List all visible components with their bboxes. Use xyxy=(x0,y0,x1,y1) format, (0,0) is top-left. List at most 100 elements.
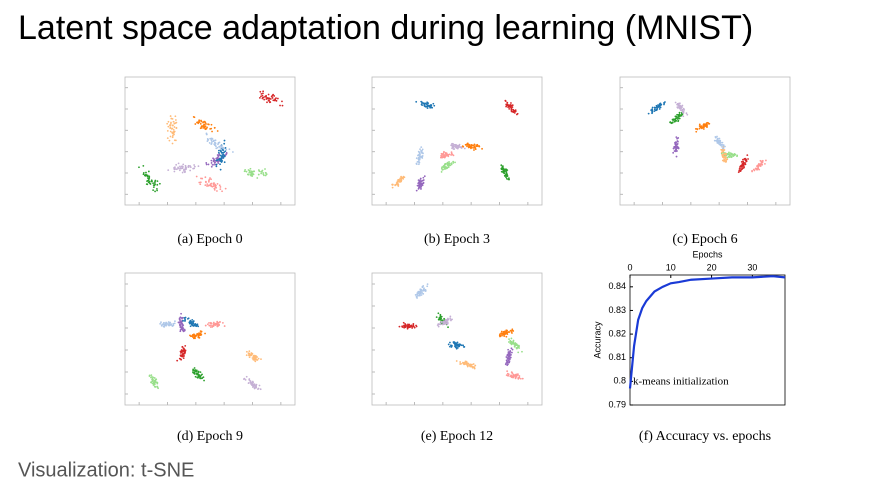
tsne-point xyxy=(204,332,206,335)
tsne-point xyxy=(415,163,418,166)
tsne-point xyxy=(162,325,165,328)
tsne-point xyxy=(682,111,685,114)
tsne-point xyxy=(173,168,176,171)
tsne-point xyxy=(447,164,450,167)
tsne-point xyxy=(250,174,252,177)
x-tick-label: 10 xyxy=(666,262,676,272)
tsne-point xyxy=(467,146,470,149)
tsne-point xyxy=(195,175,198,178)
tsne-point xyxy=(516,374,519,377)
tsne-point xyxy=(274,98,276,101)
tsne-point xyxy=(724,155,727,158)
tsne-point xyxy=(414,294,417,296)
tsne-point xyxy=(273,95,276,97)
tsne-point xyxy=(189,325,192,328)
tsne-point xyxy=(209,137,212,140)
tsne-point xyxy=(507,356,509,359)
tsne-point xyxy=(253,387,256,390)
tsne-point xyxy=(651,106,654,109)
y-tick-label: 0.79 xyxy=(608,399,626,409)
tsne-point xyxy=(519,377,522,380)
tsne-point xyxy=(214,144,216,147)
tsne-point xyxy=(407,324,410,327)
tsne-point xyxy=(736,155,738,158)
tsne-point xyxy=(194,369,197,371)
tsne-point xyxy=(438,317,441,320)
tsne-point xyxy=(674,148,677,151)
tsne-point xyxy=(169,124,172,127)
tsne-point xyxy=(505,359,508,362)
tsne-point xyxy=(210,139,213,142)
tsne-point xyxy=(261,97,264,100)
tsne-point xyxy=(511,104,514,107)
tsne-point xyxy=(508,338,510,341)
tsne-point xyxy=(218,149,220,152)
tsne-point xyxy=(258,96,261,99)
tsne-point xyxy=(213,159,215,162)
tsne-point xyxy=(210,165,213,168)
tsne-point xyxy=(266,101,268,104)
tsne-point xyxy=(217,321,220,324)
tsne-point xyxy=(722,155,725,158)
tsne-point xyxy=(206,323,209,326)
tsne-point xyxy=(439,322,442,325)
tsne-point xyxy=(702,128,705,130)
tsne-point xyxy=(510,104,513,107)
tsne-point xyxy=(432,102,435,105)
tsne-point xyxy=(142,171,145,174)
tsne-point xyxy=(675,115,678,118)
tsne-point xyxy=(454,145,457,148)
tsne-point xyxy=(212,182,215,185)
tsne-point xyxy=(739,170,742,173)
tsne-point xyxy=(160,321,162,324)
tsne-point xyxy=(207,123,209,126)
tsne-point xyxy=(511,348,514,351)
tsne-point xyxy=(422,176,425,179)
tsne-point xyxy=(686,113,689,116)
tsne-point xyxy=(500,164,503,167)
tsne-point xyxy=(210,143,213,145)
tsne-point xyxy=(507,359,510,362)
tsne-point xyxy=(154,381,157,383)
tsne-point xyxy=(724,145,726,148)
tsne-point xyxy=(505,177,508,180)
tsne-point xyxy=(417,179,420,182)
tsne-point xyxy=(182,357,185,360)
tsne-point xyxy=(500,170,503,173)
tsne-point xyxy=(446,161,449,164)
tsne-point xyxy=(505,374,508,377)
tsne-point xyxy=(761,161,764,164)
tsne-point xyxy=(676,116,679,119)
tsne-point xyxy=(198,119,201,122)
tsne-point xyxy=(264,171,267,174)
tsne-point xyxy=(675,141,677,144)
tsne-point xyxy=(202,126,205,129)
tsne-point xyxy=(728,154,731,156)
tsne-point xyxy=(245,170,248,173)
tsne-point xyxy=(511,372,514,375)
tsne-point xyxy=(655,104,658,107)
tsne-point xyxy=(518,375,521,377)
tsne-point xyxy=(181,355,184,357)
tsne-point xyxy=(222,157,225,159)
tsne-point xyxy=(471,366,474,369)
tsne-point xyxy=(447,343,450,346)
tsne-point xyxy=(723,160,726,163)
tsne-point xyxy=(672,151,675,154)
tsne-point xyxy=(194,123,197,125)
tsne-point xyxy=(676,113,678,116)
tsne-point xyxy=(189,335,192,338)
tsne-point xyxy=(183,328,186,331)
tsne-point xyxy=(193,335,196,338)
tsne-point xyxy=(170,127,173,130)
tsne-point xyxy=(186,317,189,320)
tsne-point xyxy=(500,330,503,333)
tsne-point xyxy=(474,147,477,150)
tsne-point xyxy=(396,183,399,186)
tsne-point xyxy=(513,112,516,114)
tsne-point xyxy=(197,371,200,374)
tsne-point xyxy=(450,319,452,322)
tsne-point xyxy=(511,106,514,108)
tsne-point xyxy=(677,103,680,106)
